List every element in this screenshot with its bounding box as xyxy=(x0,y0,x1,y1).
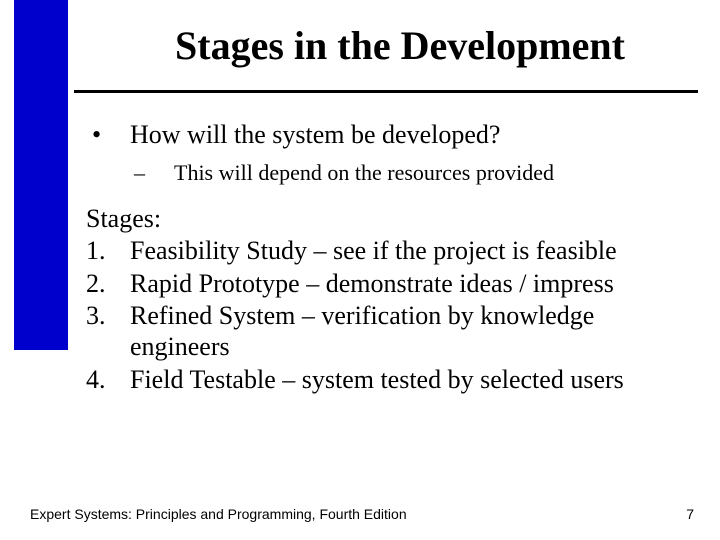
title-underline xyxy=(74,90,698,93)
list-item: 2. Rapid Prototype – demonstrate ideas /… xyxy=(86,269,696,300)
bullet-marker: • xyxy=(86,120,130,150)
slide-title: Stages in the Development xyxy=(120,22,680,69)
list-number: 2. xyxy=(86,269,130,300)
list-item: 3. Refined System – verification by know… xyxy=(86,301,696,362)
list-item: 1. Feasibility Study – see if the projec… xyxy=(86,236,696,267)
accent-bar xyxy=(14,0,68,350)
stages-heading: Stages: xyxy=(86,204,696,234)
page-number: 7 xyxy=(686,506,694,522)
sub-bullet-text: This will depend on the resources provid… xyxy=(174,160,696,186)
sub-bullet-marker: – xyxy=(130,160,174,186)
list-text: Feasibility Study – see if the project i… xyxy=(130,236,696,267)
list-text: Field Testable – system tested by select… xyxy=(130,365,696,396)
list-number: 1. xyxy=(86,236,130,267)
list-number: 3. xyxy=(86,301,130,362)
bullet-item: • How will the system be developed? xyxy=(86,120,696,150)
list-item: 4. Field Testable – system tested by sel… xyxy=(86,365,696,396)
list-text: Refined System – verification by knowled… xyxy=(130,301,696,362)
sub-bullet-item: – This will depend on the resources prov… xyxy=(86,160,696,186)
list-number: 4. xyxy=(86,365,130,396)
list-text: Rapid Prototype – demonstrate ideas / im… xyxy=(130,269,696,300)
slide-body: • How will the system be developed? – Th… xyxy=(86,120,696,397)
bullet-text: How will the system be developed? xyxy=(130,120,696,150)
footer-text: Expert Systems: Principles and Programmi… xyxy=(30,506,407,522)
